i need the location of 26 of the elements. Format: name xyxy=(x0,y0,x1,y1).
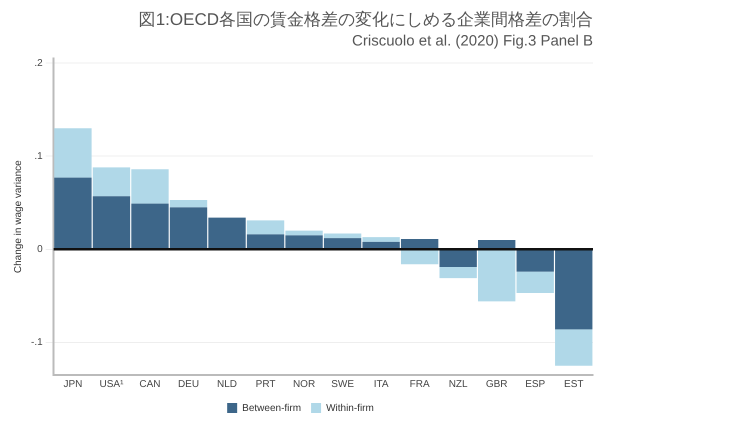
x-tick-label: PRT xyxy=(256,378,276,390)
y-tick-label: .1 xyxy=(34,150,44,162)
x-tick-label: EST xyxy=(564,378,584,390)
bar xyxy=(400,250,438,264)
x-tick-label: NOR xyxy=(292,378,316,390)
x-tick-label: NZL xyxy=(448,378,468,390)
x-tick-label: ESP xyxy=(525,378,546,390)
bar xyxy=(439,250,477,267)
x-tick-label: CAN xyxy=(139,378,161,390)
y-tick-label: 0 xyxy=(37,244,44,256)
x-tick-label: ITA xyxy=(374,378,389,390)
x-tick-label: NLD xyxy=(217,378,238,390)
chart-title: 図1:OECD各国の賃金格差の変化にしめる企業間格差の割合 xyxy=(138,10,593,29)
y-axis-title: Change in wage variance xyxy=(12,160,24,274)
legend-label: Within-firm xyxy=(326,402,374,414)
legend-label: Between-firm xyxy=(242,402,302,414)
x-tick-label: GBR xyxy=(486,378,508,390)
bar xyxy=(555,329,592,366)
x-tick-label: USA¹ xyxy=(100,378,124,390)
x-tick-label: SWE xyxy=(331,378,354,390)
x-tick-label: JPN xyxy=(63,378,82,390)
y-tick-label: -.1 xyxy=(31,337,44,348)
chart-subtitle: Criscuolo et al. (2020) Fig.3 Panel B xyxy=(352,32,593,50)
x-tick-label: FRA xyxy=(410,378,430,390)
x-tick-label: DEU xyxy=(178,378,200,390)
y-tick-label: .2 xyxy=(34,58,44,69)
